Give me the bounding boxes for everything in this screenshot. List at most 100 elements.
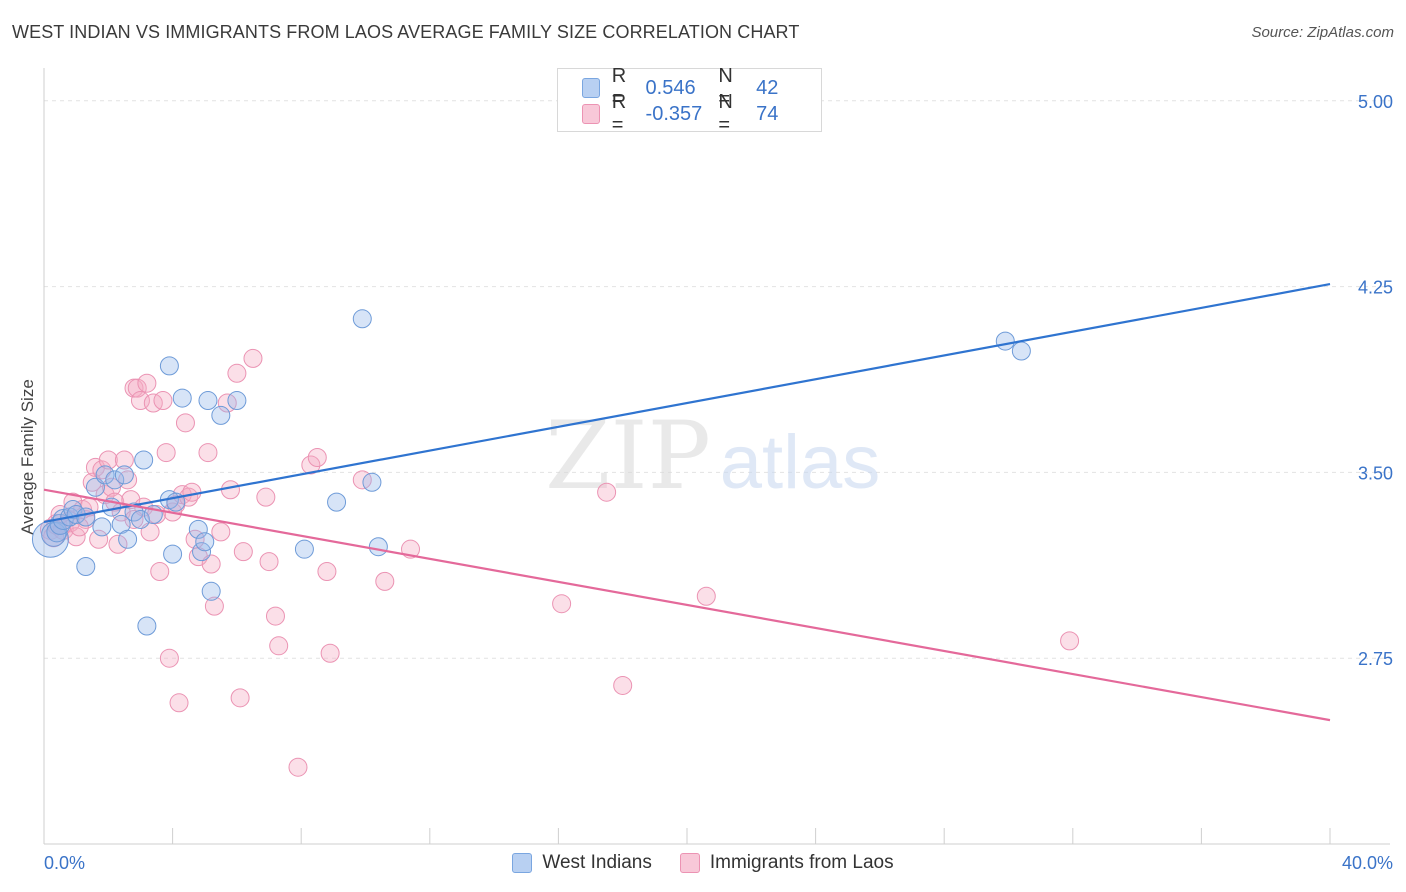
legend-item-west-indians[interactable]: West Indians [512,852,652,874]
point-laos [288,757,308,777]
point-laos [259,552,279,572]
point-west-indians [995,331,1015,351]
point-laos [108,534,128,554]
legend-swatch-pink [582,104,600,124]
point-laos [320,643,340,663]
point-laos [375,571,395,591]
point-west-indians [105,470,125,490]
point-laos [552,594,572,614]
point-laos [182,482,202,502]
point-laos [233,542,253,562]
point-west-indians [327,492,347,512]
correlation-legend: R = 0.546 N = 42 R = -0.357 N = 74 [557,65,822,136]
point-laos [92,460,112,480]
watermark-zip: ZIP [545,402,711,511]
trend-line-laos [43,488,1331,722]
legend-r-value: 0.546 [645,76,696,99]
point-west-indians [114,465,134,485]
point-laos [204,596,224,616]
legend-swatch-blue [582,78,600,98]
point-laos [137,373,157,393]
point-laos [317,561,337,581]
legend-row-west-indians: R = 0.546 N = 42 [582,65,821,110]
legend-label-west-indians: West Indians [542,852,652,873]
point-west-indians [362,472,382,492]
legend-item-laos[interactable]: Immigrants from Laos [679,852,894,874]
point-laos [227,363,247,383]
point-west-indians [227,391,247,411]
point-laos [696,586,716,606]
point-west-indians [159,356,179,376]
point-laos [1060,631,1080,651]
grid-lines [44,100,1390,659]
point-west-indians [198,391,218,411]
point-laos [127,378,147,398]
point-west-indians [188,519,208,539]
point-laos [265,606,285,626]
legend-n-value: 74 [756,102,779,125]
point-laos [301,455,321,475]
point-west-indians [352,309,372,329]
point-laos [613,675,633,695]
point-laos [243,348,263,368]
chart-title: WEST INDIAN VS IMMIGRANTS FROM LAOS AVER… [12,22,800,42]
source-label: Source: ZipAtlas.com [1251,24,1394,41]
point-laos [98,450,118,470]
point-laos [175,413,195,433]
point-west-indians [76,557,96,577]
y-tick-label: 3.50 [1358,463,1393,483]
point-west-indians [1011,341,1031,361]
y-tick-label: 4.25 [1358,278,1393,298]
series-immigrants-from-laos [39,348,1080,777]
legend-r-label: R = [611,91,627,136]
legend-n-value: 42 [756,76,779,99]
point-west-indians [95,465,115,485]
x-tick-label-max: 40.0% [1342,853,1393,873]
trend-line-west-indians [43,283,1331,524]
series-legend: West Indians Immigrants from Laos [0,852,1406,874]
watermark: ZIP atlas [545,402,880,511]
x-tick-label-min: 0.0% [44,853,85,873]
point-laos [269,636,289,656]
point-west-indians [76,507,96,527]
axes [43,68,1390,845]
point-west-indians [118,529,138,549]
point-west-indians [163,544,183,564]
point-west-indians [201,581,221,601]
legend-swatch-pink [679,853,700,873]
point-laos [89,529,109,549]
legend-r-value: -0.357 [645,102,703,125]
point-west-indians [137,616,157,636]
point-laos [114,450,134,470]
legend-r-label: R = [611,65,627,110]
watermark-atlas: atlas [720,420,881,505]
point-west-indians [211,405,231,425]
point-west-indians [130,509,150,529]
point-laos [169,693,189,713]
point-west-indians [92,517,112,537]
point-laos [211,522,231,542]
tick-labels: 2.75 3.50 4.25 5.00 0.0% 40.0% [44,92,1393,873]
point-west-indians [195,532,215,552]
point-laos [230,688,250,708]
point-west-indians [172,388,192,408]
point-laos [198,443,218,463]
point-laos [307,448,327,468]
series-west-indians [31,309,1031,636]
point-laos [159,648,179,668]
legend-row-laos: R = -0.357 N = 74 [582,91,821,136]
point-laos [156,443,176,463]
legend-label-laos: Immigrants from Laos [709,852,894,873]
point-west-indians [134,450,154,470]
point-laos [150,561,170,581]
point-laos [124,509,144,529]
point-west-indians [294,539,314,559]
trend-lines [43,283,1331,722]
point-laos [597,482,617,502]
legend-n-label: N = [718,65,733,110]
y-tick-label: 5.00 [1358,92,1393,112]
legend-n-label: N = [718,91,733,136]
legend-swatch-blue [512,853,533,873]
point-west-indians [368,537,388,557]
